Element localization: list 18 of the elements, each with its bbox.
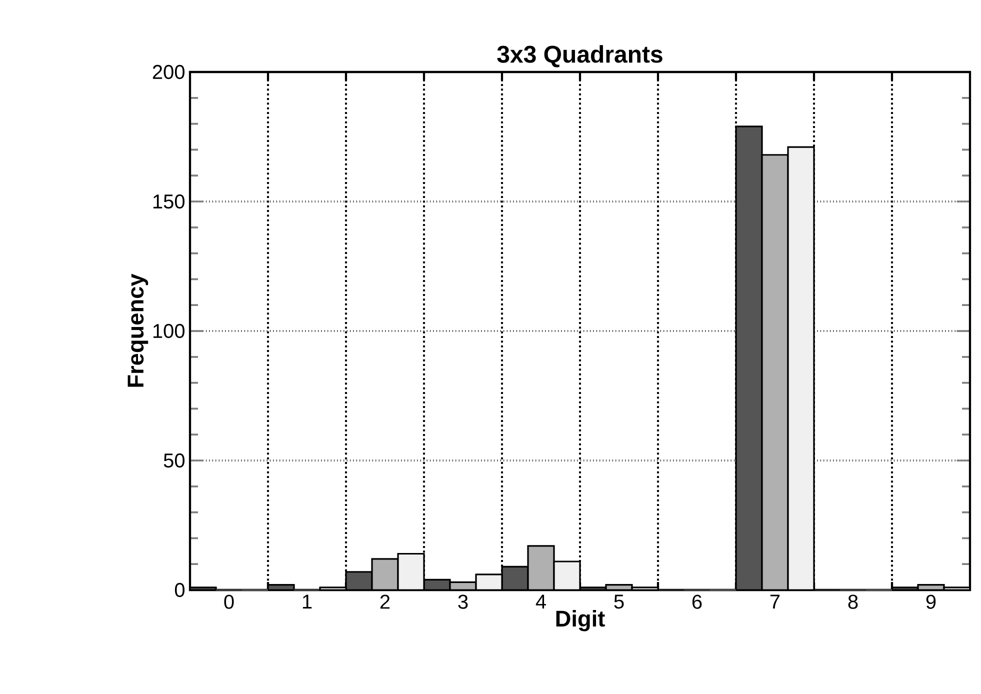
x-tick-label: 1: [302, 594, 312, 608]
x-tick-label: 2: [380, 594, 390, 609]
x-tick-label: 7: [770, 594, 780, 608]
y-axis-title: Frequency: [128, 274, 148, 387]
x-tick-label: 6: [692, 594, 702, 609]
x-tick-label: 3: [458, 594, 468, 609]
x-tick-label: 0: [224, 594, 234, 609]
x-axis-title: Digit: [556, 610, 605, 632]
chart-title: 3x3 Quadrants: [497, 45, 662, 68]
x-tick-label: 4: [536, 594, 546, 608]
y-tick-label: 50: [164, 453, 184, 468]
x-tick-label: 9: [926, 594, 936, 609]
x-tick-label: 5: [614, 594, 624, 609]
y-tick-label: 100: [153, 324, 184, 338]
x-tick-label: 8: [848, 594, 858, 609]
y-tick-label: 0: [174, 582, 184, 598]
y-tick-label: 150: [153, 194, 184, 209]
y-tick-label: 200: [152, 64, 184, 80]
